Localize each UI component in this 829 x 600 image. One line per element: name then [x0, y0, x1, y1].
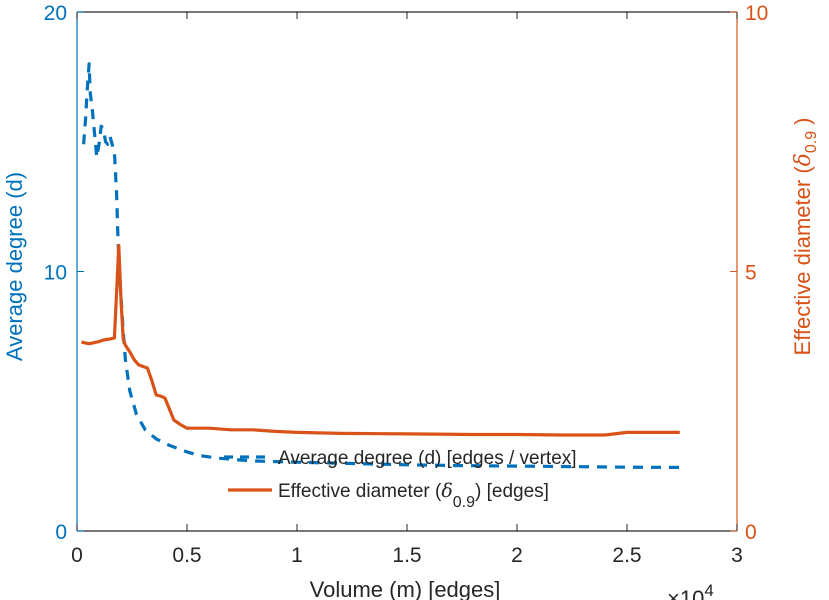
x-tick-label: 2: [511, 544, 523, 567]
right-label-prefix: Effective diameter (: [790, 166, 815, 356]
x-axis-exponent: ×104: [667, 581, 714, 600]
x-tick-label: 1.5: [392, 544, 421, 567]
x-tick-label: 1: [291, 544, 303, 567]
left-y-axis-label: Average degree (d): [2, 172, 27, 361]
plot-lines: [81, 62, 680, 469]
x-tick-label: 2.5: [612, 544, 641, 567]
right-y-tick-label: 5: [745, 262, 757, 285]
right-label-subscript: 0.9: [803, 131, 820, 153]
x-tick-label: 0.5: [172, 544, 201, 567]
right-label-suffix: ): [790, 118, 815, 125]
x-exponent-power: 4: [704, 581, 713, 600]
right-y-tick-label: 10: [745, 2, 768, 25]
x-tick-label: 3: [731, 544, 743, 567]
legend-label-subscript: 0.9: [453, 494, 475, 511]
x-axis-label: Volume (m) [edges]: [310, 577, 501, 600]
left-y-tick-label: 20: [44, 2, 67, 25]
legend: Average degree (d) [edges / vertex] Effe…: [224, 448, 577, 511]
left-y-tick-label: 0: [55, 521, 67, 544]
series-line-effective-diameter: [81, 243, 680, 437]
legend-label-average-degree: Average degree (d) [edges / vertex]: [278, 448, 577, 469]
legend-label-symbol: δ: [441, 480, 452, 502]
legend-label-suffix: ) [edges]: [475, 481, 549, 502]
right-label-symbol: δ: [791, 153, 816, 166]
legend-label-prefix: Effective diameter (: [278, 481, 442, 502]
legend-label-effective-diameter: Effective diameter (δ0.9) [edges]: [278, 480, 549, 511]
x-exponent-base: ×10: [667, 586, 704, 600]
left-y-tick-label: 10: [44, 262, 67, 285]
right-y-tick-label: 0: [745, 521, 757, 544]
x-tick-label: 0: [71, 544, 83, 567]
right-y-axis-label: Effective diameter (δ0.9): [790, 118, 820, 356]
series-line-average-degree: [82, 62, 680, 469]
